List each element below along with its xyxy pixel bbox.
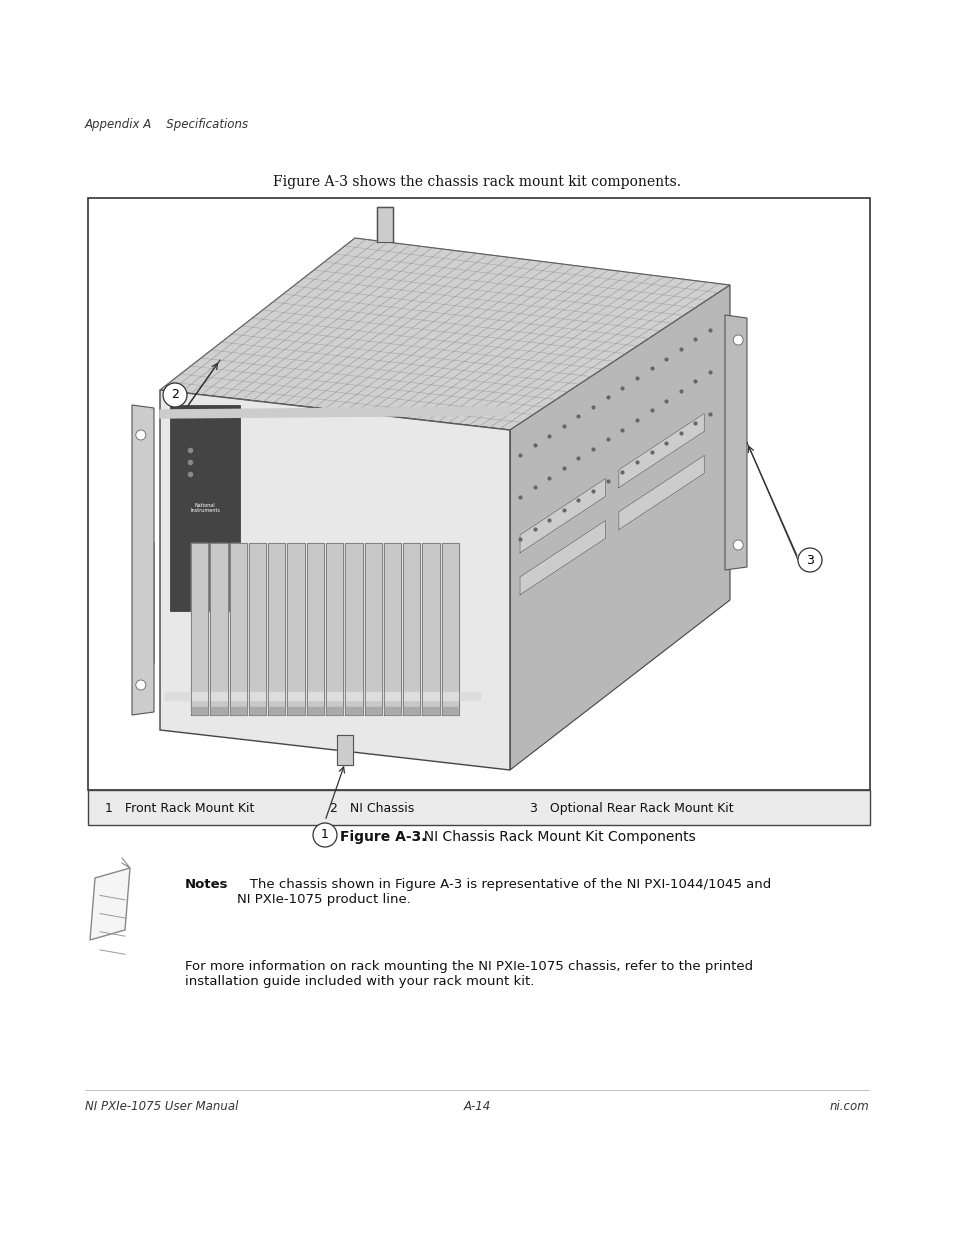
- Polygon shape: [160, 390, 510, 769]
- Circle shape: [313, 823, 336, 847]
- Text: A-14: A-14: [463, 1100, 490, 1113]
- Polygon shape: [345, 543, 362, 715]
- Text: For more information on rack mounting the NI PXIe-1075 chassis, refer to the pri: For more information on rack mounting th…: [185, 960, 752, 988]
- Polygon shape: [618, 414, 703, 488]
- Circle shape: [733, 335, 742, 345]
- Polygon shape: [231, 706, 246, 714]
- Polygon shape: [383, 543, 400, 715]
- Polygon shape: [160, 408, 510, 417]
- Text: Notes: Notes: [185, 878, 229, 890]
- Bar: [88, 198, 869, 790]
- Text: ni.com: ni.com: [828, 1100, 868, 1113]
- Text: 1: 1: [321, 829, 329, 841]
- Polygon shape: [336, 735, 353, 764]
- Polygon shape: [519, 478, 605, 553]
- Text: The chassis shown in Figure A-3 is representative of the NI PXI-1044/1045 and
NI: The chassis shown in Figure A-3 is repre…: [236, 878, 770, 906]
- Polygon shape: [269, 706, 284, 714]
- Polygon shape: [404, 706, 419, 714]
- Text: 3: 3: [805, 553, 813, 567]
- Text: 2   NI Chassis: 2 NI Chassis: [330, 802, 414, 815]
- Polygon shape: [307, 543, 324, 715]
- Polygon shape: [90, 868, 130, 940]
- FancyBboxPatch shape: [138, 541, 153, 664]
- Bar: [88, 790, 869, 825]
- Polygon shape: [442, 706, 457, 714]
- Polygon shape: [364, 543, 381, 715]
- Polygon shape: [250, 706, 265, 714]
- Polygon shape: [268, 543, 285, 715]
- Polygon shape: [423, 706, 438, 714]
- Text: National
Instruments: National Instruments: [190, 503, 220, 514]
- Polygon shape: [403, 543, 420, 715]
- Polygon shape: [326, 543, 343, 715]
- Circle shape: [163, 383, 187, 408]
- Circle shape: [797, 548, 821, 572]
- Polygon shape: [376, 206, 393, 242]
- Text: 2: 2: [171, 389, 179, 401]
- Polygon shape: [441, 543, 458, 715]
- Polygon shape: [422, 543, 439, 715]
- Polygon shape: [211, 706, 226, 714]
- Polygon shape: [308, 706, 323, 714]
- Text: Figure A-3.: Figure A-3.: [339, 830, 426, 844]
- Polygon shape: [384, 706, 399, 714]
- Polygon shape: [165, 692, 479, 700]
- Polygon shape: [132, 405, 153, 715]
- Polygon shape: [510, 285, 729, 769]
- Circle shape: [135, 430, 146, 440]
- Text: Appendix A    Specifications: Appendix A Specifications: [85, 119, 249, 131]
- Polygon shape: [724, 315, 746, 571]
- Polygon shape: [249, 543, 266, 715]
- Polygon shape: [160, 238, 729, 430]
- Text: 3   Optional Rear Rack Mount Kit: 3 Optional Rear Rack Mount Kit: [530, 802, 733, 815]
- Polygon shape: [191, 543, 208, 715]
- Polygon shape: [210, 543, 228, 715]
- Circle shape: [135, 680, 146, 690]
- Polygon shape: [519, 520, 605, 595]
- Text: NI Chassis Rack Mount Kit Components: NI Chassis Rack Mount Kit Components: [415, 830, 695, 844]
- Circle shape: [733, 540, 742, 550]
- Polygon shape: [365, 706, 380, 714]
- Polygon shape: [618, 456, 703, 530]
- Polygon shape: [346, 706, 361, 714]
- Polygon shape: [288, 706, 303, 714]
- Text: 1   Front Rack Mount Kit: 1 Front Rack Mount Kit: [105, 802, 254, 815]
- Polygon shape: [327, 706, 342, 714]
- Polygon shape: [287, 543, 304, 715]
- Text: Figure A-3 shows the chassis rack mount kit components.: Figure A-3 shows the chassis rack mount …: [273, 175, 680, 189]
- Polygon shape: [192, 706, 207, 714]
- Text: NI PXIe-1075 User Manual: NI PXIe-1075 User Manual: [85, 1100, 238, 1113]
- Polygon shape: [230, 543, 247, 715]
- Bar: [170, 405, 240, 611]
